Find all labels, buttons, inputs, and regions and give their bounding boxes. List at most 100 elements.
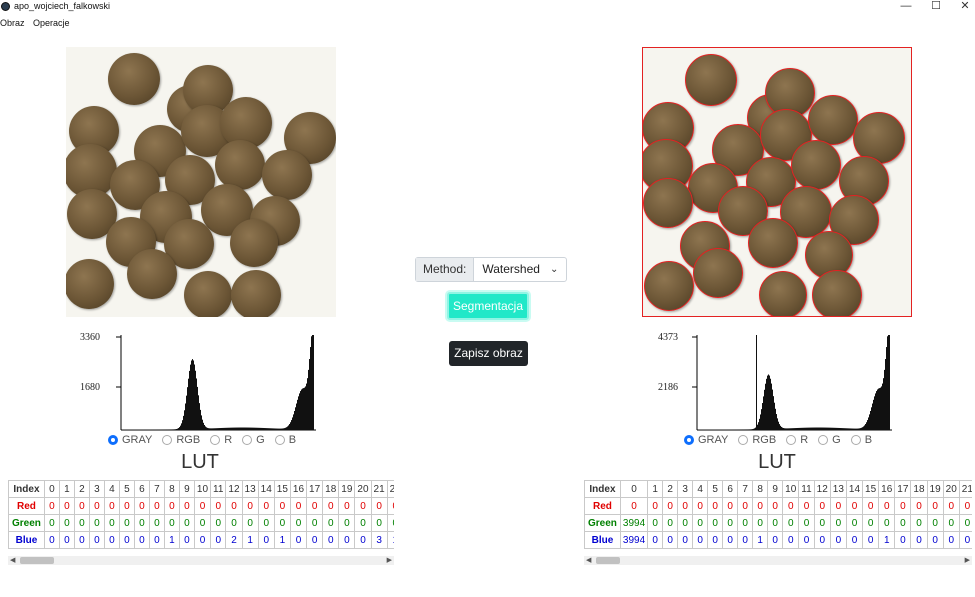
hist-bar	[251, 427, 252, 430]
hist-bar	[164, 429, 165, 430]
lut-cell: 0	[43, 514, 60, 532]
hist-bar	[832, 427, 833, 430]
scroll-left-icon[interactable]: ◀	[586, 557, 592, 564]
chevron-down-icon: ⌄	[549, 264, 559, 275]
hist-bar	[156, 429, 157, 430]
lut-cell: 0	[752, 514, 769, 532]
menu-obraz[interactable]: Obraz	[0, 18, 25, 28]
radio-indicator[interactable]	[684, 435, 694, 445]
hist-bar	[266, 428, 267, 430]
left-hist-mid-label: 1680	[80, 382, 100, 393]
scroll-left-icon[interactable]: ◀	[10, 557, 16, 564]
hist-bar	[237, 427, 238, 430]
maximize-button[interactable]: ☐	[931, 0, 941, 12]
lut-cell: 9	[178, 480, 195, 498]
hist-bar	[826, 427, 827, 430]
hist-bar	[849, 428, 850, 430]
hist-bar	[866, 422, 867, 430]
scroll-thumb[interactable]	[20, 557, 54, 564]
hist-bar	[771, 383, 772, 430]
hist-bar	[149, 429, 150, 430]
radio-indicator[interactable]	[786, 435, 797, 445]
lut-cell: 0	[722, 497, 739, 515]
lut-cell: 0	[103, 514, 120, 532]
scroll-right-icon[interactable]: ▶	[386, 557, 392, 564]
left-radio-g[interactable]: G	[242, 434, 265, 446]
hist-bar	[213, 428, 214, 430]
radio-label: R	[224, 434, 233, 446]
lut-cell: 0	[43, 480, 60, 498]
hist-bar	[278, 428, 279, 430]
lut-cell: 3994	[619, 531, 649, 549]
left-radio-rgb[interactable]: RGB	[162, 434, 200, 446]
lut-cell: 0	[273, 514, 291, 532]
hist-bar	[209, 428, 210, 430]
lut-cell: 13	[241, 480, 259, 498]
lut-cell: 0	[257, 531, 275, 549]
hist-bar	[807, 427, 808, 430]
hist-bar	[838, 427, 839, 430]
coin	[808, 95, 858, 145]
hist-bar	[166, 429, 167, 430]
radio-indicator[interactable]	[818, 435, 829, 445]
hist-bar	[728, 429, 729, 430]
lut-cell: 0	[767, 497, 784, 515]
right-radio-b[interactable]: B	[850, 434, 872, 446]
lut-cell: 0	[958, 531, 972, 549]
hist-bar	[142, 429, 143, 430]
close-button[interactable]: ✕	[960, 0, 970, 12]
right-histogram: 4373 2186	[658, 332, 892, 431]
segmented-image	[642, 47, 912, 317]
right-lut-scrollbar[interactable]: ◀ ▶	[584, 556, 972, 565]
hist-bar	[292, 417, 293, 430]
hist-bar	[790, 428, 791, 430]
hist-bar	[243, 427, 244, 430]
minimize-button[interactable]: —	[900, 0, 912, 12]
radio-indicator[interactable]	[242, 435, 253, 445]
left-radio-r[interactable]: R	[210, 434, 232, 446]
hist-bar	[835, 427, 836, 430]
lut-cell: 0	[43, 531, 60, 549]
radio-indicator[interactable]	[162, 435, 173, 445]
menu-operacje[interactable]: Operacje	[33, 18, 70, 28]
right-radio-rgb[interactable]: RGB	[738, 434, 776, 446]
hist-bar	[755, 427, 756, 430]
left-radio-b[interactable]: B	[274, 434, 296, 446]
radio-indicator[interactable]	[738, 435, 749, 445]
hist-bar	[184, 410, 185, 430]
scroll-right-icon[interactable]: ▶	[964, 557, 970, 564]
scroll-thumb[interactable]	[596, 557, 620, 564]
hist-bar	[154, 429, 155, 430]
hist-bar	[756, 335, 757, 430]
radio-indicator[interactable]	[850, 435, 861, 445]
right-radio-r[interactable]: R	[786, 434, 808, 446]
right-radio-g[interactable]: G	[818, 434, 841, 446]
hist-bar	[860, 428, 861, 430]
hist-bar	[721, 429, 722, 430]
hist-bar	[705, 429, 706, 430]
lut-cell: 1	[241, 531, 259, 549]
hist-bar	[815, 427, 816, 430]
hist-bar	[704, 429, 705, 430]
radio-indicator[interactable]	[108, 435, 118, 445]
lut-cell: 4	[692, 480, 709, 498]
lut-cell: 0	[829, 531, 847, 549]
radio-indicator[interactable]	[210, 435, 221, 445]
hist-bar	[139, 429, 140, 430]
hist-bar	[217, 428, 218, 430]
method-dropdown[interactable]: Watershed ⌄	[474, 258, 566, 281]
left-lut-scrollbar[interactable]: ◀ ▶	[8, 556, 394, 565]
segmentation-button[interactable]: Segmentacja	[447, 292, 529, 320]
hist-bar	[206, 427, 207, 430]
lut-cell: 0	[782, 531, 800, 549]
right-radio-gray[interactable]: GRAY	[684, 434, 728, 446]
hist-bar	[171, 429, 172, 430]
save-image-button[interactable]: Zapisz obraz	[449, 341, 528, 366]
hist-bar	[739, 429, 740, 430]
radio-indicator[interactable]	[274, 435, 285, 445]
lut-cell: 0	[707, 531, 724, 549]
left-radio-gray[interactable]: GRAY	[108, 434, 152, 446]
radio-label: GRAY	[122, 434, 153, 446]
lut-cell: 9	[767, 480, 784, 498]
lut-row-green: Green0000000000000000000000000	[8, 514, 394, 532]
